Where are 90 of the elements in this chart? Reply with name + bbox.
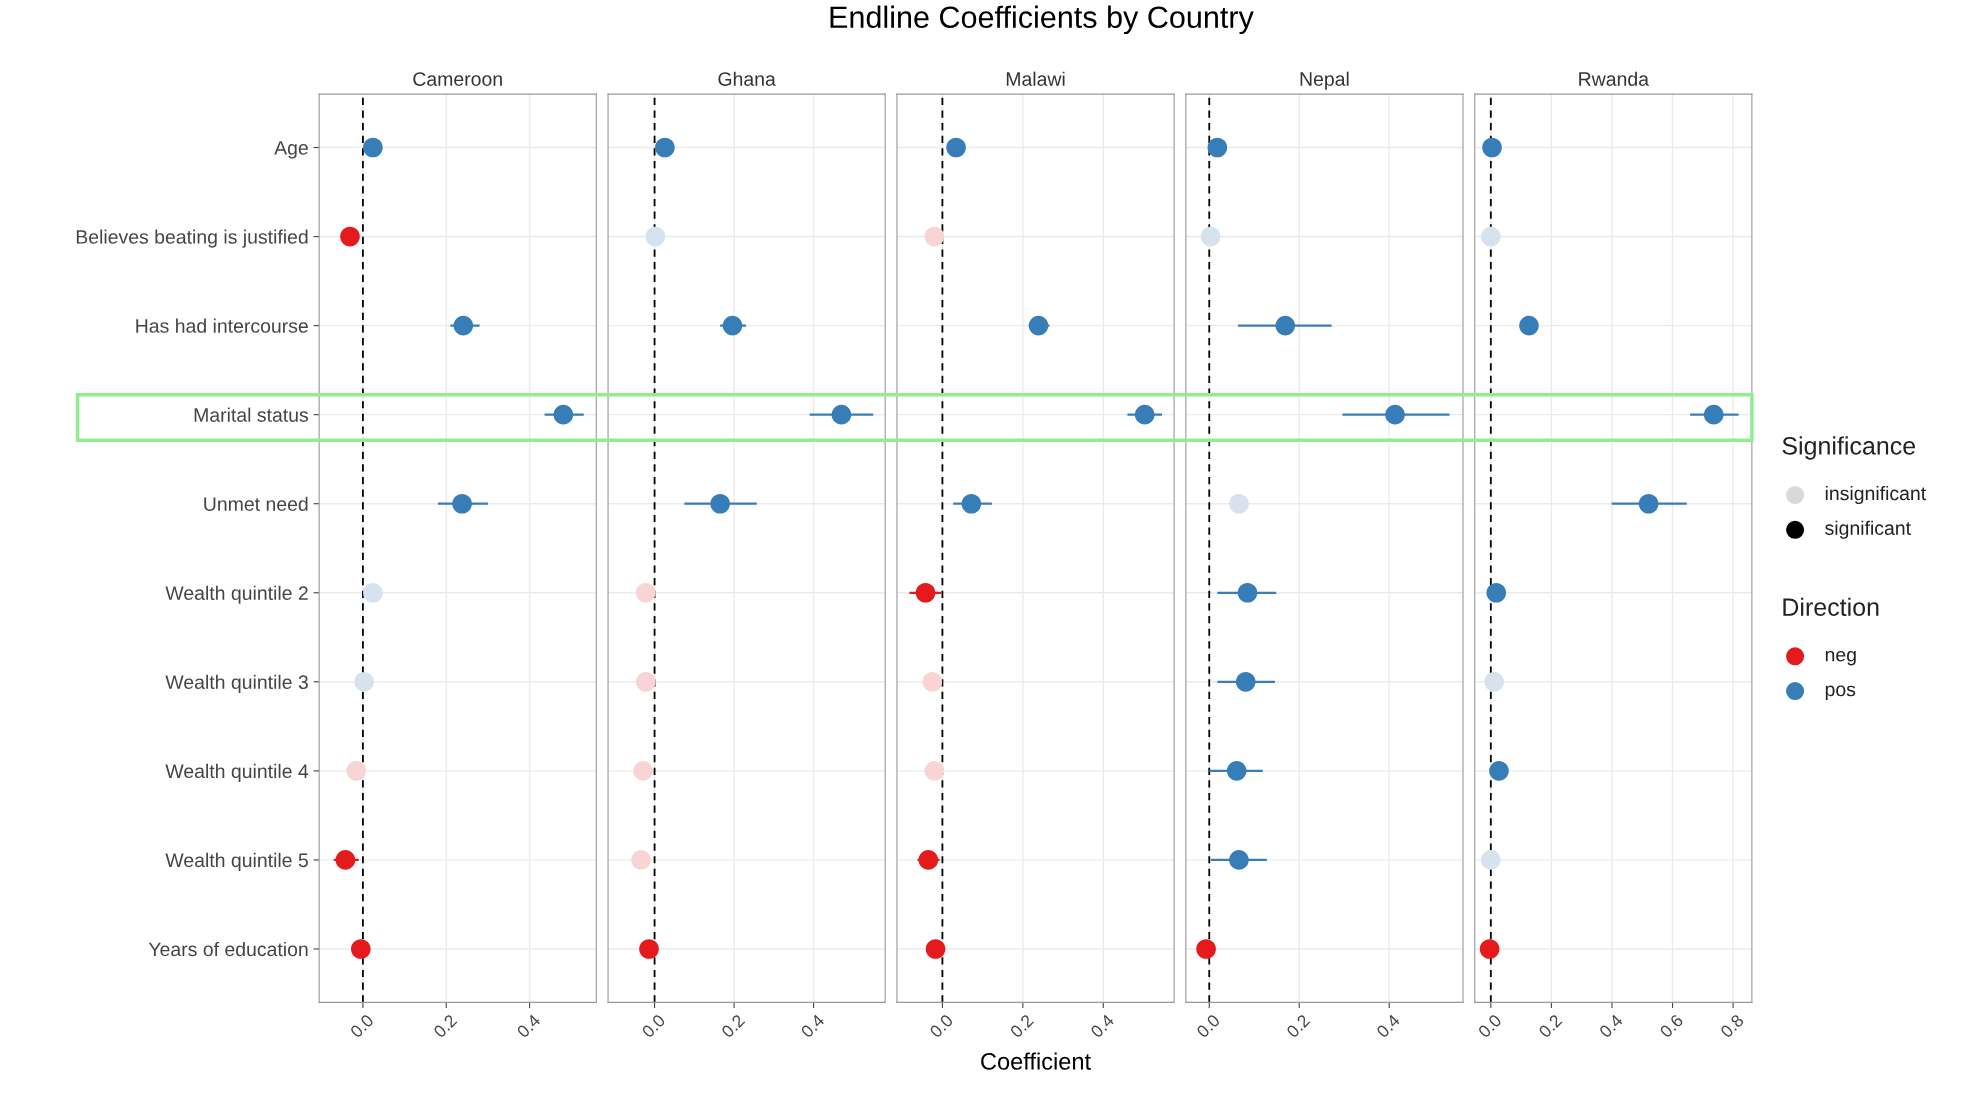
x-tick-label: 0.0	[928, 1013, 954, 1039]
chart-title: Cameroon	[413, 72, 502, 86]
point	[553, 404, 574, 425]
x-tick-label: 0.4	[516, 1013, 542, 1039]
legend-label: pos	[1825, 685, 1856, 701]
y-tick-label: Has had intercourse	[136, 318, 308, 333]
x-tick-label: 0.4	[1598, 1013, 1624, 1039]
point	[1237, 582, 1258, 603]
x-tick-label: 0.0	[1477, 1013, 1503, 1039]
y-tick-label: Age	[274, 141, 308, 159]
point	[925, 939, 946, 959]
y-tick-label: Marital status	[194, 407, 309, 422]
y-tick-label: Years of education	[148, 941, 308, 957]
point	[1638, 493, 1659, 514]
point	[1229, 850, 1249, 870]
point	[1519, 315, 1539, 336]
point	[1226, 761, 1247, 781]
text: Direction	[1783, 597, 1879, 616]
point	[335, 850, 356, 870]
point	[1482, 137, 1502, 158]
text: Endline Coefficients by Country	[830, 5, 1254, 35]
point	[453, 315, 474, 336]
legend-label: significant	[1825, 520, 1911, 539]
point	[924, 761, 945, 781]
point	[1479, 939, 1500, 959]
legend-label: insignificant	[1825, 485, 1927, 505]
x-tick-label: 0.0	[1195, 1013, 1221, 1039]
x-tick-label: 0.0	[349, 1013, 375, 1039]
point	[915, 582, 936, 603]
point	[1484, 672, 1504, 692]
x-tick-label: 0.2	[1009, 1013, 1035, 1039]
point	[1207, 137, 1228, 158]
point	[1200, 226, 1221, 247]
point	[961, 493, 982, 514]
x-tick-label: 0.4	[1089, 1013, 1115, 1039]
point	[922, 672, 943, 692]
chart-title: Rwanda	[1579, 71, 1649, 86]
point	[1703, 404, 1724, 425]
point	[1481, 850, 1501, 870]
point	[924, 226, 945, 247]
x-tick-label: 0.4	[1375, 1013, 1401, 1039]
point	[351, 939, 371, 959]
point	[1028, 315, 1049, 336]
y-tick-label: Believes beating is justified	[76, 229, 308, 248]
legend-label: neg	[1825, 650, 1856, 666]
point	[1196, 939, 1216, 959]
x-axis-title: Coefficient	[981, 1052, 1091, 1070]
point	[1385, 404, 1405, 425]
point	[655, 137, 675, 158]
point	[346, 761, 367, 781]
x-tick-label: 0.2	[1285, 1013, 1311, 1039]
point	[831, 404, 852, 425]
point	[633, 761, 653, 781]
point	[1229, 493, 1249, 514]
x-tick-label: 0.0	[641, 1013, 666, 1039]
y-tick-label: Wealth quintile 5	[165, 852, 308, 871]
x-tick-label: 0.2	[720, 1013, 746, 1039]
point	[1489, 761, 1509, 781]
y-tick-label: Wealth quintile 2	[165, 585, 308, 604]
point	[946, 137, 966, 158]
x-tick-label: 0.2	[432, 1013, 458, 1039]
text: Significance	[1782, 436, 1916, 460]
point	[1275, 315, 1296, 336]
point	[645, 226, 666, 247]
x-tick-label: 0.4	[800, 1013, 826, 1039]
y-tick-label: Wealth quintile 4	[165, 763, 309, 782]
chart-title: Malawi	[1006, 71, 1065, 86]
point	[639, 939, 659, 959]
point	[1481, 226, 1501, 247]
point	[918, 850, 939, 870]
y-tick-label: Wealth quintile 3	[165, 674, 308, 693]
point	[1486, 582, 1507, 603]
point	[710, 493, 730, 514]
chart-title: Nepal	[1300, 71, 1349, 90]
x-tick-label: 0.8	[1719, 1013, 1745, 1039]
point	[1134, 404, 1155, 425]
x-tick-label: 0.6	[1659, 1013, 1684, 1039]
point	[636, 582, 656, 603]
y-tick-label: Unmet need	[204, 496, 308, 511]
point	[452, 493, 472, 514]
point	[636, 672, 656, 692]
chart-title: Ghana	[718, 71, 776, 86]
point	[363, 582, 383, 603]
point	[363, 137, 383, 158]
point	[1235, 672, 1256, 692]
x-tick-label: 0.2	[1537, 1013, 1563, 1039]
point	[340, 226, 360, 247]
point	[631, 850, 651, 870]
point	[722, 315, 743, 336]
point	[354, 672, 374, 692]
